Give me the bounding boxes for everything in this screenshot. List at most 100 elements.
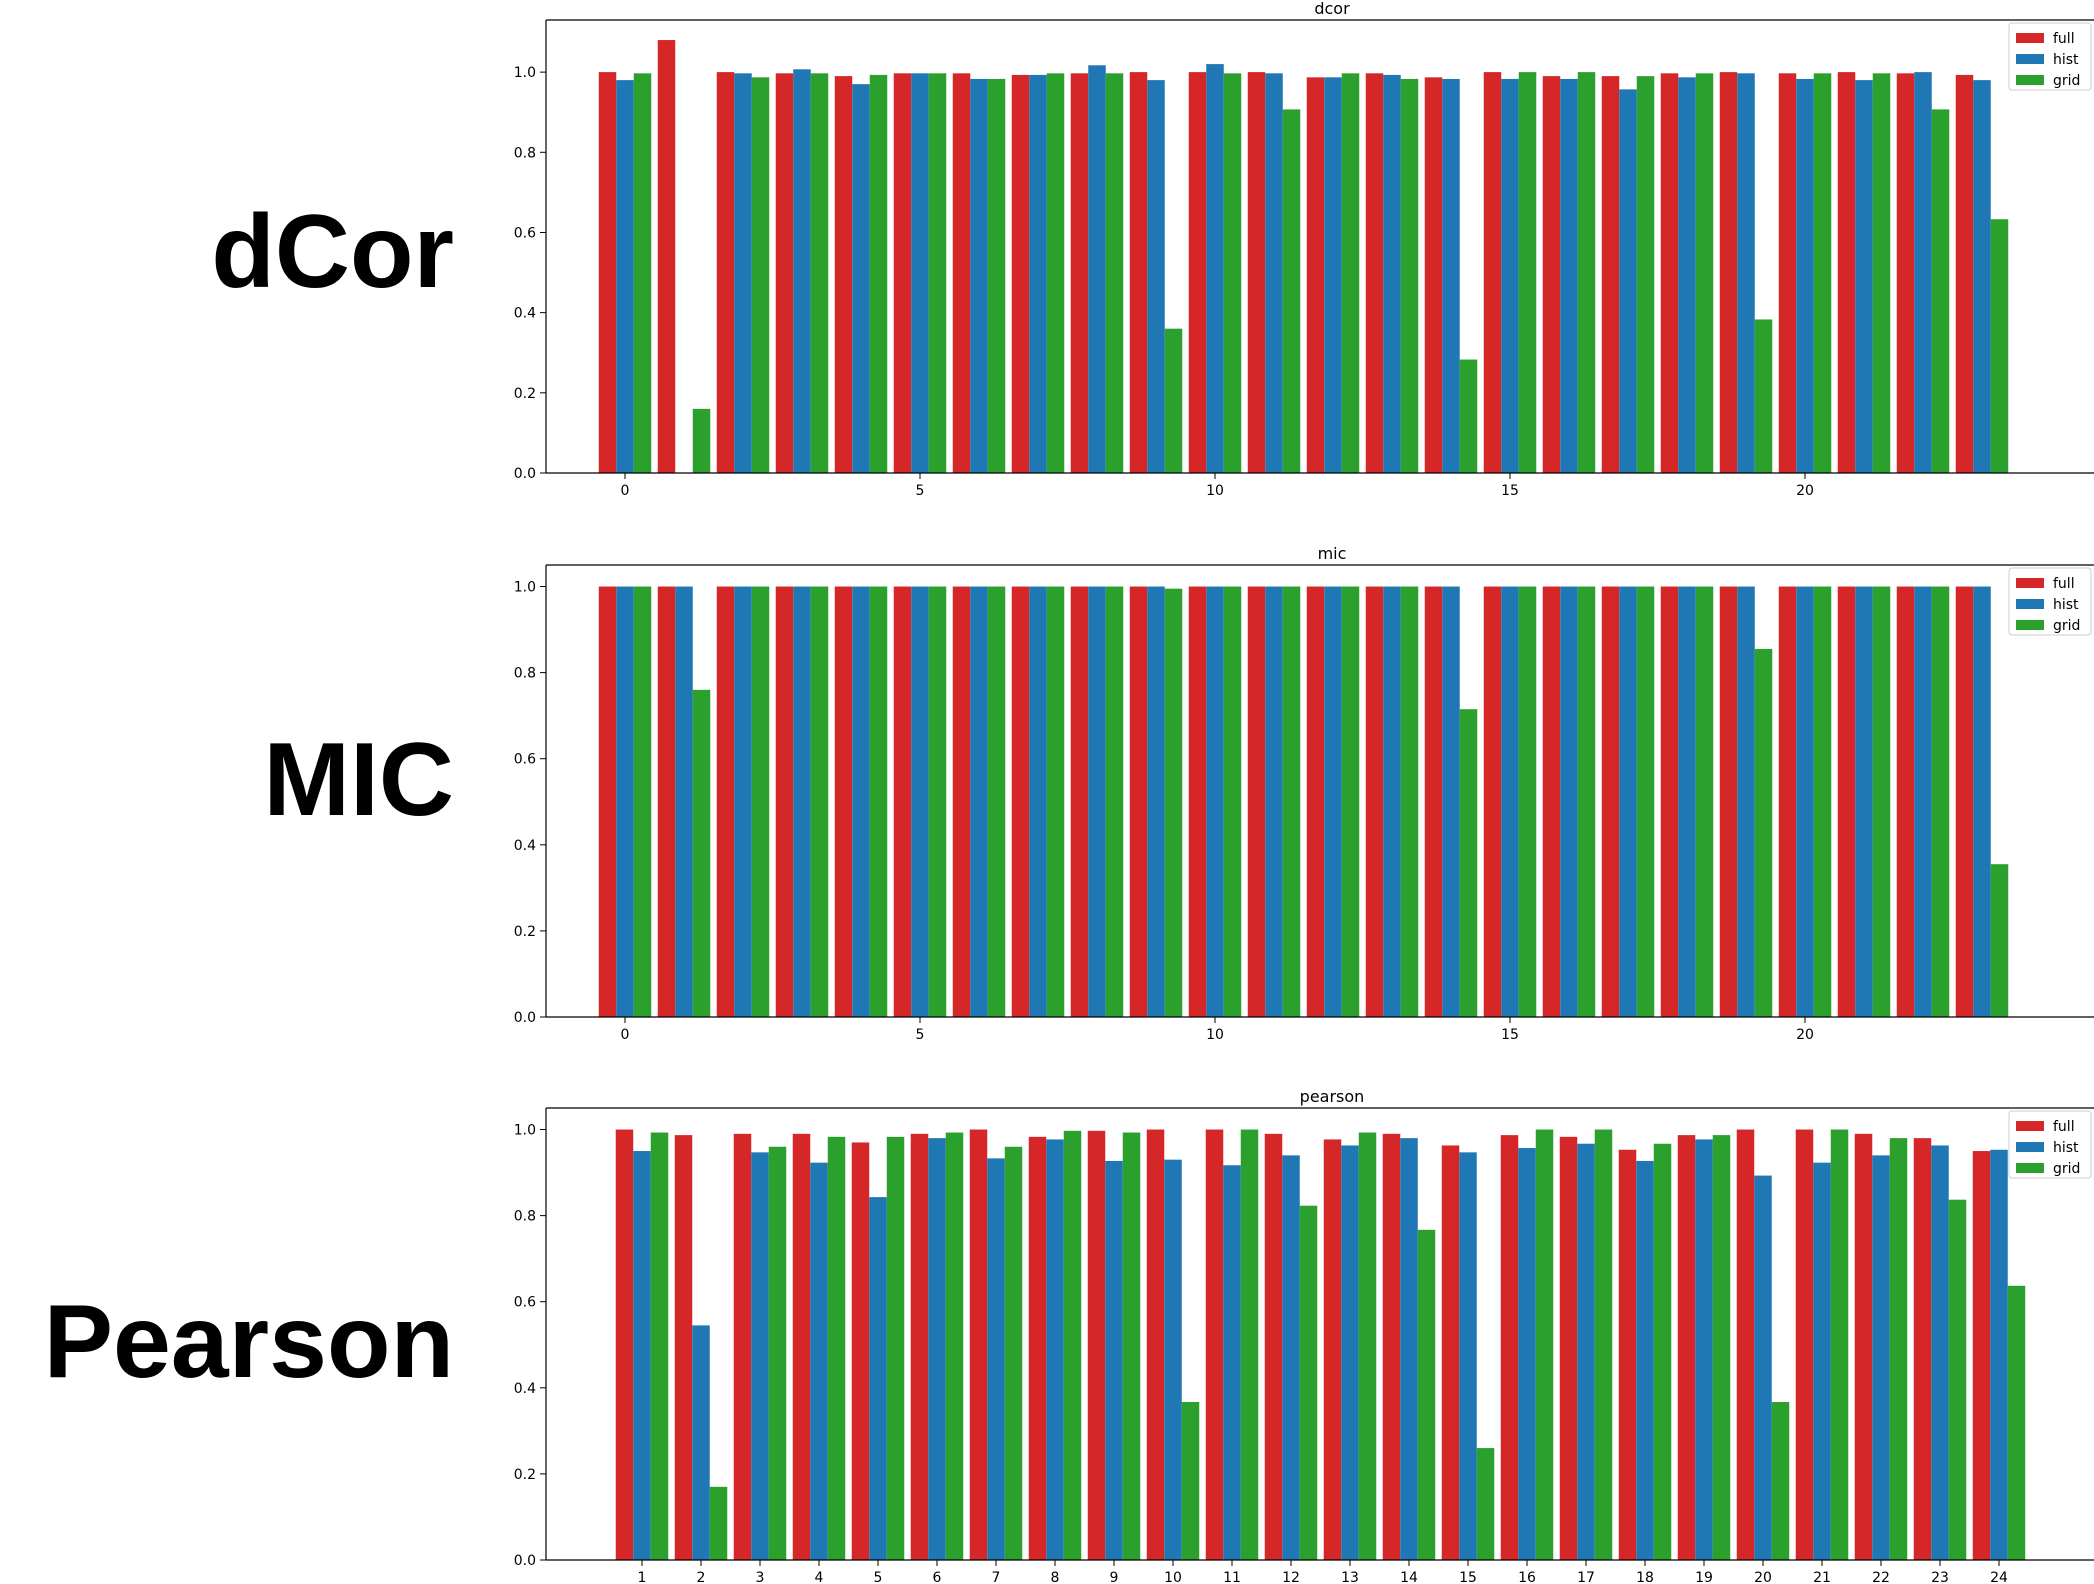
bar-grid xyxy=(1948,1199,1967,1560)
bar-hist xyxy=(1206,64,1224,473)
bar-grid xyxy=(1636,586,1655,1017)
bar-full xyxy=(792,1133,811,1560)
bar-full xyxy=(1854,1133,1873,1560)
bar-full xyxy=(1955,74,1974,474)
bar-full xyxy=(893,586,912,1017)
bar-full xyxy=(775,73,794,474)
bar-grid xyxy=(1695,73,1714,474)
bar-full xyxy=(733,1133,752,1560)
bar-grid xyxy=(1223,73,1242,474)
bar-hist xyxy=(1105,1160,1123,1560)
row-label-mic: MIC xyxy=(263,722,454,838)
bar-hist xyxy=(1619,89,1637,474)
legend-swatch-hist xyxy=(2016,599,2044,609)
bar-full xyxy=(1129,586,1148,1017)
bar-hist xyxy=(1678,77,1696,474)
bar-full xyxy=(1365,586,1384,1017)
bar-grid xyxy=(751,586,770,1017)
bar-grid xyxy=(1990,864,2009,1017)
bar-full xyxy=(657,586,676,1017)
bar-full xyxy=(1660,586,1679,1017)
bar-full xyxy=(1719,72,1738,473)
bar-hist xyxy=(1501,78,1519,474)
y-tick-label: 1.0 xyxy=(514,580,536,596)
bar-hist xyxy=(1029,586,1047,1017)
bar-full xyxy=(1264,1133,1283,1560)
bar-full xyxy=(1247,72,1266,473)
legend-label-hist: hist xyxy=(2053,1140,2079,1156)
bar-full xyxy=(1972,1151,1991,1560)
bar-full xyxy=(716,72,735,473)
x-tick-label: 5 xyxy=(916,1027,925,1043)
bar-hist xyxy=(810,1162,828,1560)
bar-grid xyxy=(1164,328,1183,473)
bar-grid xyxy=(1046,586,1065,1017)
bar-hist xyxy=(1737,586,1755,1017)
bar-grid xyxy=(709,1486,728,1560)
bar-full xyxy=(1896,586,1915,1017)
bar-hist xyxy=(633,1151,651,1560)
bar-hist xyxy=(1737,73,1755,474)
bar-full xyxy=(598,586,617,1017)
bar-hist xyxy=(1442,586,1460,1017)
bar-grid xyxy=(751,77,770,474)
bar-full xyxy=(615,1129,634,1560)
bar-grid xyxy=(1754,319,1773,473)
bar-grid xyxy=(810,73,829,474)
x-tick-label: 0 xyxy=(621,1027,630,1043)
bar-hist xyxy=(1678,586,1696,1017)
bar-hist xyxy=(970,586,988,1017)
bar-hist xyxy=(1223,1165,1241,1560)
bar-hist xyxy=(1265,73,1283,474)
y-tick-label: 0.0 xyxy=(514,466,536,482)
bar-full xyxy=(1070,73,1089,474)
bar-full xyxy=(1542,76,1561,473)
bar-full xyxy=(716,586,735,1017)
x-tick-label: 4 xyxy=(815,1570,824,1584)
bar-hist xyxy=(734,586,752,1017)
bar-full xyxy=(1205,1129,1224,1560)
bar-full xyxy=(1070,586,1089,1017)
bar-full xyxy=(1011,586,1030,1017)
bar-full xyxy=(893,73,912,474)
bar-grid xyxy=(987,78,1006,474)
legend-label-grid: grid xyxy=(2053,618,2080,634)
legend-label-full: full xyxy=(2053,1119,2075,1135)
x-tick-label: 15 xyxy=(1459,1570,1477,1584)
bar-hist xyxy=(1282,1155,1300,1560)
bar-grid xyxy=(886,1136,905,1560)
bar-hist xyxy=(911,73,929,474)
y-tick-label: 0.2 xyxy=(514,1467,536,1483)
bar-full xyxy=(1542,586,1561,1017)
chart-title: pearson xyxy=(1300,1087,1365,1106)
bar-full xyxy=(1323,1139,1342,1560)
legend-swatch-grid xyxy=(2016,1163,2044,1173)
x-tick-label: 14 xyxy=(1400,1570,1418,1584)
x-tick-label: 12 xyxy=(1282,1570,1300,1584)
bar-hist xyxy=(675,586,693,1017)
bar-grid xyxy=(1240,1129,1259,1560)
bar-full xyxy=(1188,72,1207,473)
bar-hist xyxy=(1383,74,1401,474)
bar-hist xyxy=(852,84,870,473)
x-tick-label: 16 xyxy=(1518,1570,1536,1584)
bar-grid xyxy=(633,73,652,474)
bar-full xyxy=(1382,1133,1401,1560)
bar-grid xyxy=(1459,709,1478,1017)
bar-hist xyxy=(1341,1145,1359,1560)
x-tick-label: 9 xyxy=(1110,1570,1119,1584)
x-tick-label: 6 xyxy=(933,1570,942,1584)
bar-grid xyxy=(1400,78,1419,474)
bar-hist xyxy=(616,80,634,473)
bar-hist xyxy=(793,69,811,474)
bar-grid xyxy=(1063,1130,1082,1560)
bar-grid xyxy=(1636,76,1655,473)
bar-hist xyxy=(734,73,752,474)
x-tick-label: 15 xyxy=(1501,1027,1519,1043)
bar-full xyxy=(1247,586,1266,1017)
bar-hist xyxy=(1914,72,1932,473)
bar-hist xyxy=(616,586,634,1017)
bar-grid xyxy=(987,586,1006,1017)
bar-hist xyxy=(1518,1148,1536,1560)
legend-label-full: full xyxy=(2053,576,2075,592)
